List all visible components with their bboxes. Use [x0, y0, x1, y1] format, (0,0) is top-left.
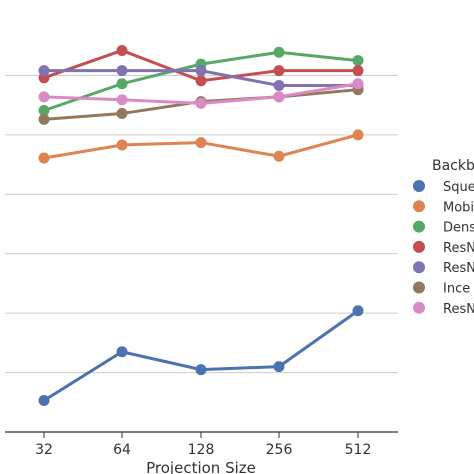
data-point	[273, 46, 285, 58]
legend-label: Dens	[443, 221, 474, 236]
legend-label: Mobi	[443, 200, 474, 215]
data-point	[116, 107, 128, 119]
series-layer	[38, 44, 364, 407]
data-point	[38, 395, 50, 407]
legend-label: ResN	[443, 302, 474, 317]
data-point	[38, 65, 50, 77]
data-point	[195, 364, 207, 376]
data-point	[116, 78, 128, 90]
gridlines	[5, 74, 398, 374]
data-point	[195, 97, 207, 109]
data-point	[195, 137, 207, 149]
series-5	[38, 65, 364, 92]
data-point	[352, 129, 364, 141]
data-point	[116, 139, 128, 151]
legend-label: Sque	[443, 180, 474, 195]
data-point	[273, 150, 285, 162]
data-point	[116, 346, 128, 358]
data-point	[116, 65, 128, 77]
data-point	[38, 113, 50, 125]
series-7	[38, 78, 364, 109]
data-point	[352, 65, 364, 77]
legend-title: Backb	[432, 158, 474, 174]
legend-marker	[413, 240, 425, 253]
data-point	[38, 104, 50, 116]
legend-item: ResN	[413, 261, 474, 276]
legend-item: ResN	[413, 240, 474, 256]
legend-marker	[413, 180, 425, 192]
data-point	[195, 65, 207, 77]
data-point	[116, 44, 128, 56]
data-point	[352, 305, 364, 317]
x-tick-label: 256	[266, 442, 293, 458]
legend-marker	[413, 281, 425, 294]
legend-marker	[413, 301, 425, 314]
data-point	[352, 78, 364, 90]
legend-item: Sque	[413, 180, 474, 195]
x-tick-labels: 32 64 128 256 512	[35, 432, 371, 458]
legend-label: Ince	[443, 282, 470, 297]
data-point	[273, 361, 285, 373]
legend-label: ResN	[443, 261, 474, 276]
series-line	[43, 309, 359, 402]
legend-item: ResN	[413, 301, 474, 317]
series-4	[38, 44, 364, 87]
data-point	[273, 91, 285, 103]
data-point	[116, 94, 128, 106]
data-point	[352, 55, 364, 67]
legend-marker	[413, 261, 425, 274]
data-point	[273, 65, 285, 77]
x-tick-label: 32	[35, 442, 53, 458]
legend: Backb Sque Mobi Dens ResN ResN Ince ResN	[413, 158, 474, 317]
x-axis-title: Projection Size	[146, 459, 256, 474]
legend-label: ResN	[443, 241, 474, 256]
legend-item: Dens	[413, 220, 474, 236]
data-point	[38, 152, 50, 164]
data-point	[38, 91, 50, 103]
x-tick-label: 512	[345, 442, 372, 458]
legend-marker	[413, 220, 425, 233]
x-tick-label: 128	[188, 442, 215, 458]
data-point	[273, 80, 285, 92]
legend-item: Mobi	[413, 200, 474, 215]
series-1	[38, 305, 364, 407]
series-2	[38, 129, 364, 164]
x-tick-label: 64	[113, 442, 131, 458]
legend-marker	[413, 200, 425, 213]
data-point	[195, 75, 207, 87]
legend-item: Ince	[413, 281, 470, 297]
